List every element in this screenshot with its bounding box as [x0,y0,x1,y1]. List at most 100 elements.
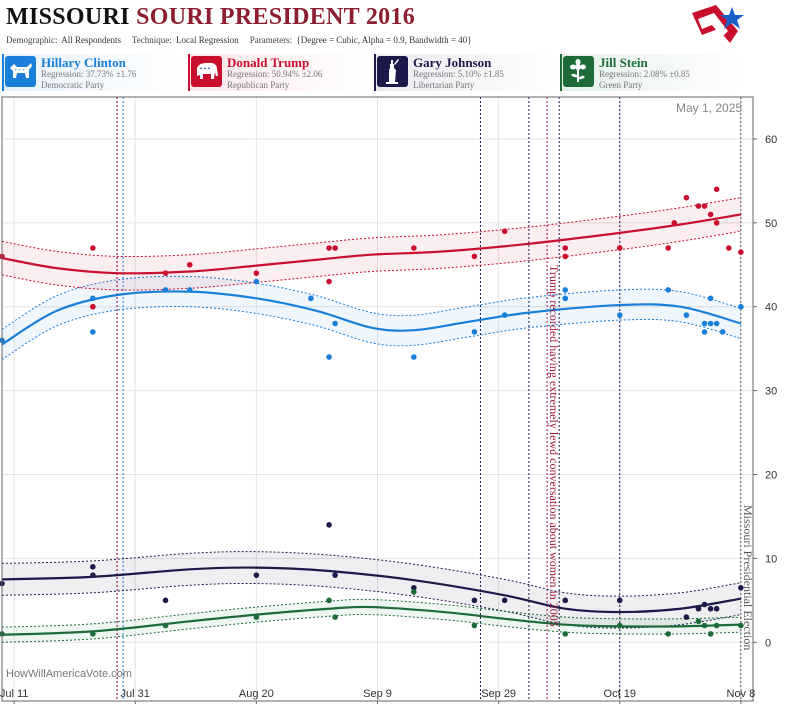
y-tick-label: 10 [765,553,777,565]
title-race: SOURI PRESIDENT 2016 [136,4,416,30]
annotation-text: Trump recorded having extremely lewd con… [547,265,561,627]
donald-trump-poll-point [326,278,332,285]
hillary-clinton-poll-point [90,329,96,335]
donald-trump-poll-point [326,245,332,251]
hillary-clinton-poll-point [332,320,338,327]
jill-stein-band-lower [1,613,741,643]
hillary-clinton-band-lower [1,306,742,360]
donald-trump-poll-point [707,211,714,218]
technique-label: Technique: [131,35,172,45]
site-logo-icon[interactable] [688,3,752,57]
page-title: MISSOURI SOURI PRESIDENT 2016 [6,4,415,31]
hillary-clinton-poll-point [308,295,314,302]
donald-trump-poll-point [90,245,96,251]
legend-card-stein[interactable]: Jill Stein Regression: 2.08% ±0.85 Green… [560,54,744,91]
donald-trump-poll-point [695,203,702,209]
hillary-clinton-poll-point [683,312,690,318]
gary-johnson-poll-point [683,614,690,620]
donald-trump-poll-point [90,303,96,310]
hillary-clinton-poll-point [719,329,726,335]
candidate-regression: Regression: 5.10% ±1.85 [413,69,504,79]
legend-card-clinton[interactable]: Hillary Clinton Regression: 37.73% ±1.76… [2,54,186,91]
flower-icon [563,56,594,87]
parameters-value: {Degree = Cubic, Alpha = 0.9, Bandwidth … [296,35,472,45]
gary-johnson-poll-point [616,597,623,604]
gary-johnson-poll-point [90,563,96,570]
jill-stein-poll-point [701,622,708,629]
donald-trump-trend-line [1,213,742,275]
hillary-clinton-poll-point [411,354,417,360]
donald-trump-poll-point [501,228,508,235]
candidate-name: Gary Johnson [413,55,492,70]
hillary-clinton-poll-point [616,312,623,318]
gary-johnson-poll-point [471,597,478,604]
gary-johnson-poll-point [253,572,260,578]
y-tick-label: 40 [765,302,777,314]
donald-trump-poll-point [332,245,338,251]
donald-trump-poll-point [671,220,678,226]
jill-stein-poll-point [616,622,623,629]
candidate-party: Libertarian Party [413,80,475,90]
jill-stein-poll-point [162,622,169,629]
gary-johnson-poll-point [713,605,720,612]
hillary-clinton-poll-point [738,303,744,310]
hillary-clinton-poll-point [562,295,569,302]
hillary-clinton-poll-point [186,287,193,293]
legend-card-trump[interactable]: Donald Trump Regression: 50.94% ±2.06 Re… [188,54,372,91]
hillary-clinton-poll-point [713,320,720,327]
donald-trump-band-upper [1,197,741,258]
donald-trump-poll-point [725,245,732,251]
donald-trump-poll-point [562,253,569,260]
gary-johnson-poll-point [326,522,332,528]
gary-johnson-band-lower [1,582,741,629]
donald-trump-poll-point [713,186,720,193]
elephant-icon [191,56,222,87]
hillary-clinton-poll-point [665,287,672,293]
liberty-statue-icon [377,56,408,87]
gary-johnson-poll-point [701,601,708,608]
jill-stein-band-upper [1,598,741,628]
x-tick-label: Jul 11 [0,688,28,700]
candidate-regression: Regression: 2.08% ±0.85 [599,69,690,79]
annotation-text: Missouri Presidential Election [741,505,755,650]
gary-johnson-trend-line [1,566,742,614]
hillary-clinton-poll-point [326,354,332,360]
gary-johnson-confidence-band [2,551,741,629]
hillary-clinton-poll-point [707,295,714,302]
donald-trump-poll-point [562,245,569,251]
jill-stein-poll-point [253,614,260,620]
demographic-label: Demographic: [6,35,58,45]
hillary-clinton-poll-point [707,320,714,327]
donald-trump-poll-point [713,220,720,226]
y-tick-label: 0 [765,637,771,649]
gary-johnson-poll-point [562,597,569,604]
donald-trump-poll-point [253,270,260,276]
x-tick-label: Sep 29 [481,688,516,700]
candidate-name: Donald Trump [227,55,310,70]
parameters-label: Parameters: [249,35,293,45]
x-tick-label: Jul 31 [121,688,150,700]
x-tick-label: Sep 9 [363,688,392,700]
jill-stein-poll-point [326,597,332,604]
gary-johnson-poll-point [332,572,338,578]
candidate-regression: Regression: 37.73% ±1.76 [41,69,137,79]
legend-card-johnson[interactable]: Gary Johnson Regression: 5.10% ±1.85 Lib… [374,54,558,91]
jill-stein-poll-point [411,589,417,595]
jill-stein-poll-point [707,631,714,637]
donald-trump-poll-point [616,245,623,251]
y-tick-label: 50 [765,218,777,230]
donald-trump-poll-point [665,245,672,251]
gary-johnson-poll-point [162,597,169,604]
hillary-clinton-poll-point [90,295,96,302]
candidate-party: Green Party [599,80,643,90]
hillary-clinton-confidence-band [2,276,741,360]
donald-trump-poll-point [683,194,690,201]
x-tick-label: Nov 8 [727,688,756,700]
as-of-date: May 1, 2025 [676,101,743,115]
hillary-clinton-poll-point [701,329,708,335]
hillary-clinton-trend-line [1,290,742,346]
jill-stein-poll-point [562,631,569,637]
jill-stein-poll-point [695,618,702,625]
jill-stein-poll-point [738,622,744,629]
x-tick-label: Oct 19 [604,688,636,700]
